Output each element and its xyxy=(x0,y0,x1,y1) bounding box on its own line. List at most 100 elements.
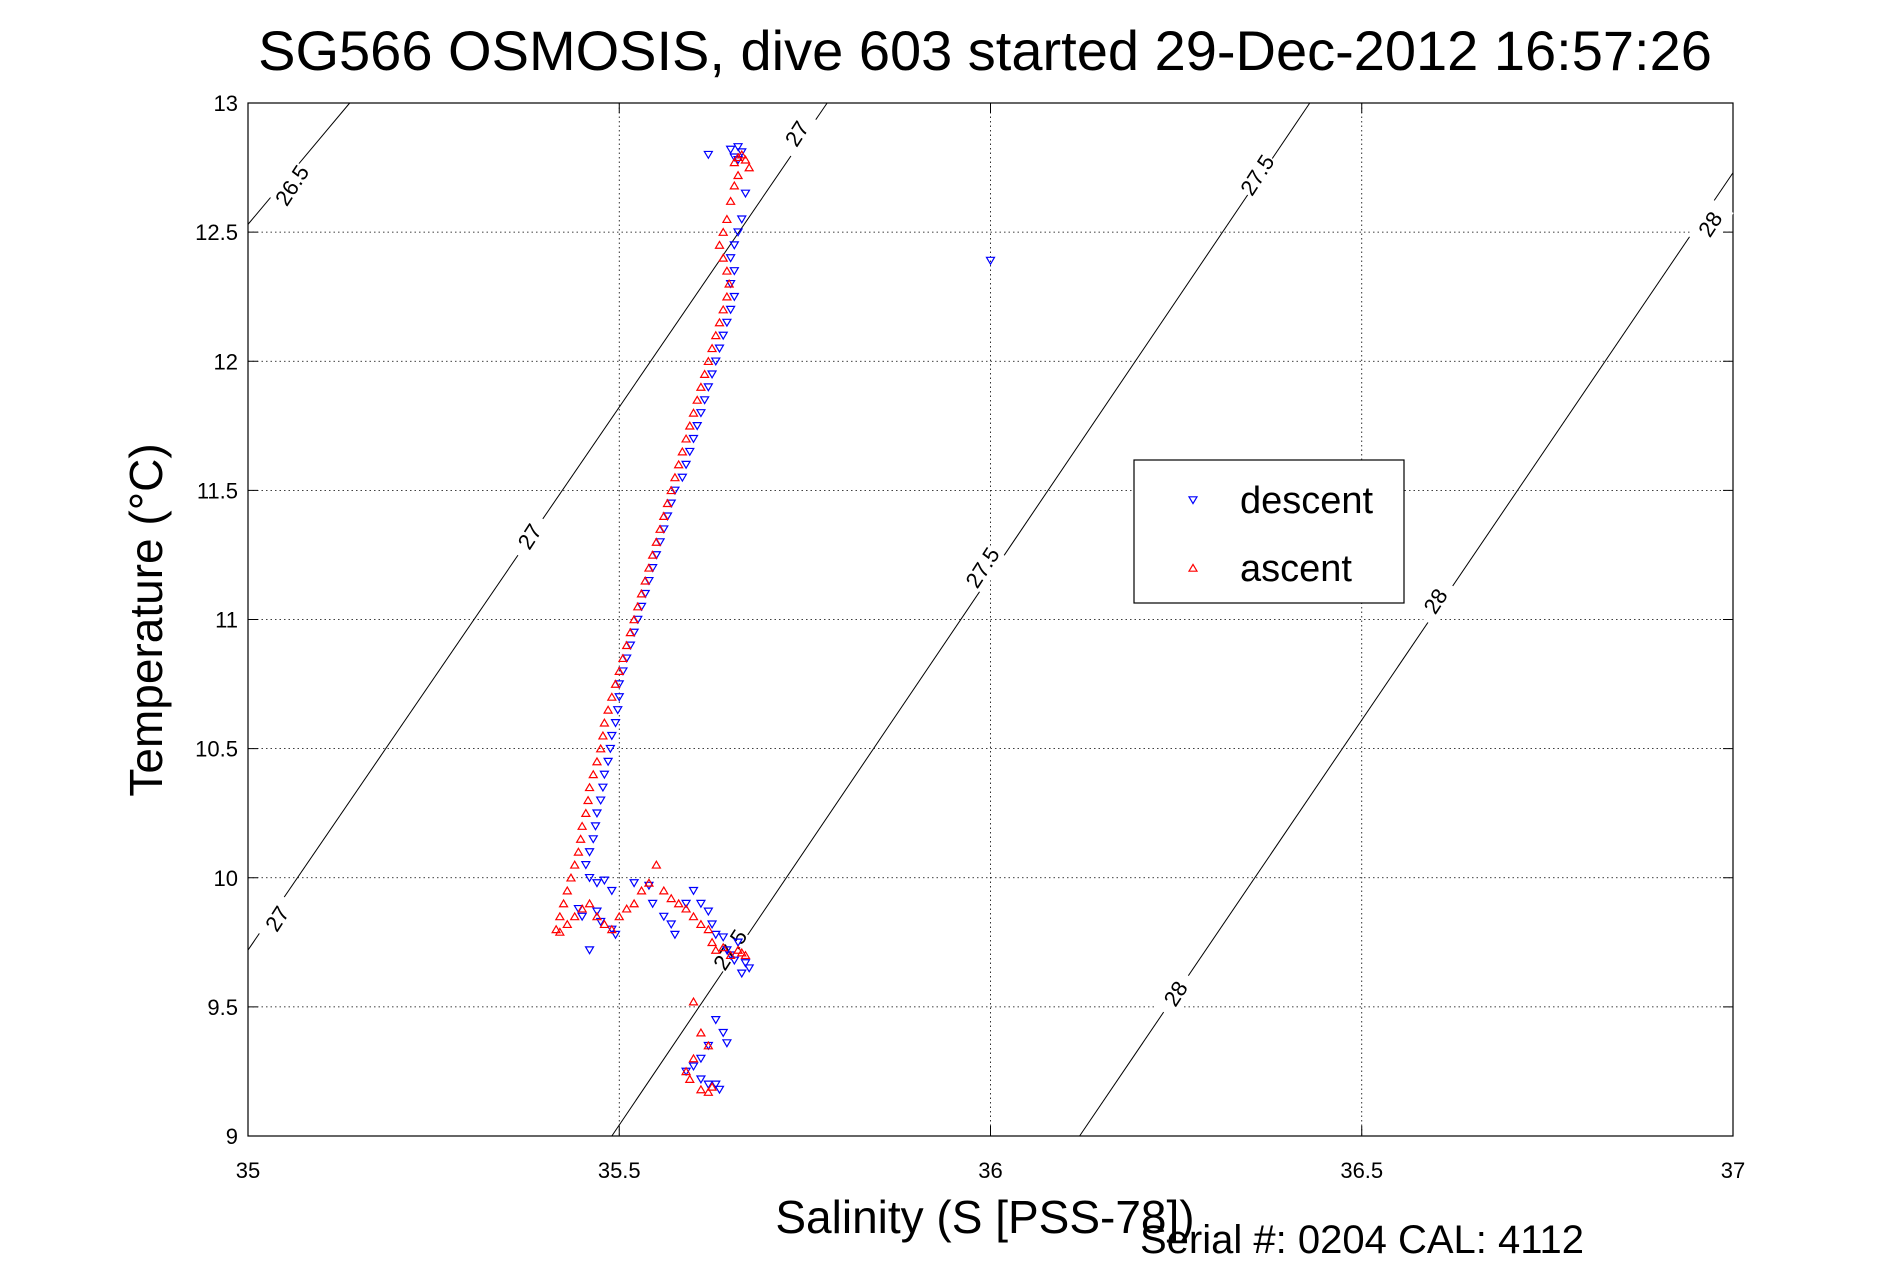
ascent-point xyxy=(736,947,747,957)
ascent-point xyxy=(733,152,744,162)
ascent-point xyxy=(699,369,710,378)
ascent-point xyxy=(729,157,740,167)
descent-point xyxy=(733,143,744,152)
descent-point xyxy=(588,835,599,844)
ascent-point xyxy=(599,919,610,929)
descent-point xyxy=(714,1085,725,1095)
y-tick-label: 13 xyxy=(214,91,238,116)
ascent-point xyxy=(577,821,588,830)
ascent-point xyxy=(733,945,744,954)
isopycnal-label-bg xyxy=(269,160,316,212)
descent-point xyxy=(606,886,617,896)
ascent-point xyxy=(724,278,735,288)
descent-point xyxy=(577,912,588,922)
descent-point xyxy=(729,292,740,302)
ascent-point xyxy=(588,769,599,779)
ascent-point xyxy=(621,640,632,650)
ascent-point xyxy=(681,1066,692,1076)
y-axis-ticks: 9 9.5 10 10.5 11 11.5 12 12.5 13 xyxy=(195,91,1733,1149)
descent-point xyxy=(603,757,614,767)
ascent-point xyxy=(651,860,662,869)
ascent-point xyxy=(677,446,688,456)
legend-label-descent: descent xyxy=(1240,480,1374,522)
descent-point xyxy=(710,1080,721,1090)
descent-point xyxy=(740,959,751,968)
descent-point xyxy=(710,930,721,940)
descent-point xyxy=(584,848,595,857)
series-ascent xyxy=(551,149,755,1096)
ascent-point xyxy=(721,291,732,301)
descent-point xyxy=(605,744,616,754)
descent-point xyxy=(684,447,695,457)
descent-point xyxy=(695,409,706,418)
ascent-point xyxy=(703,356,714,366)
descent-point xyxy=(599,770,610,780)
x-tick-label: 35 xyxy=(236,1158,260,1183)
descent-point xyxy=(695,1075,706,1084)
ascent-point xyxy=(554,911,565,921)
descent-point xyxy=(736,215,747,224)
descent-point xyxy=(695,899,706,909)
descent-point xyxy=(740,189,751,199)
x-axis-ticks: 35 35.5 36 36.5 37 xyxy=(236,103,1745,1183)
descent-point xyxy=(725,279,736,289)
ascent-point xyxy=(725,950,736,960)
isopycnal-label-bg xyxy=(1234,149,1281,201)
descent-point xyxy=(591,907,603,917)
ascent-point xyxy=(703,1087,714,1096)
descent-point xyxy=(710,1015,721,1025)
ascent-point xyxy=(636,588,647,598)
descent-point xyxy=(721,318,732,328)
descent-point xyxy=(703,1080,714,1090)
ascent-point xyxy=(662,498,673,508)
descent-point xyxy=(610,718,621,728)
ascent-point xyxy=(736,149,747,159)
descent-point xyxy=(733,228,744,237)
ascent-point xyxy=(551,924,562,934)
descent-point xyxy=(677,473,688,483)
ascent-point xyxy=(558,898,569,908)
descent-point xyxy=(714,344,725,354)
descent-point xyxy=(725,145,736,155)
descent-point xyxy=(580,861,591,870)
ascent-point xyxy=(603,705,614,714)
ascent-point xyxy=(721,266,732,275)
y-tick-label: 12.5 xyxy=(195,220,238,245)
descent-point xyxy=(718,331,729,341)
descent-point xyxy=(729,267,740,276)
descent-point xyxy=(725,254,736,263)
ascent-point xyxy=(569,860,580,869)
descent-point xyxy=(736,148,747,157)
chart-title: SG566 OSMOSIS, dive 603 started 29-Dec-2… xyxy=(258,19,1712,82)
descent-point xyxy=(595,796,606,806)
descent-point xyxy=(703,150,714,160)
descent-point xyxy=(591,809,603,818)
descent-point xyxy=(703,383,714,392)
descent-point xyxy=(612,706,623,715)
ascent-point xyxy=(584,782,595,792)
descent-point xyxy=(733,938,744,948)
ascent-point xyxy=(610,679,621,688)
ascent-point xyxy=(577,903,588,913)
ascent-point xyxy=(614,666,625,675)
descent-point xyxy=(718,933,729,942)
ascent-point xyxy=(554,927,565,936)
ascent-point xyxy=(688,911,699,921)
legend-marker-descent xyxy=(1187,496,1199,505)
ascent-point xyxy=(733,170,744,180)
descent-point xyxy=(584,946,595,955)
descent-point xyxy=(591,879,603,888)
grid-lines xyxy=(248,103,1733,1136)
y-tick-label: 12 xyxy=(214,349,238,374)
ascent-point xyxy=(666,485,677,495)
ascent-point xyxy=(575,834,586,843)
ascent-point xyxy=(729,180,740,190)
ascent-point xyxy=(673,898,684,908)
ascent-point xyxy=(666,893,677,903)
ascent-point xyxy=(710,330,721,340)
legend: descent ascent xyxy=(1133,459,1405,604)
ascent-point xyxy=(688,996,699,1006)
ascent-point xyxy=(629,898,640,908)
ascent-point xyxy=(625,627,636,637)
